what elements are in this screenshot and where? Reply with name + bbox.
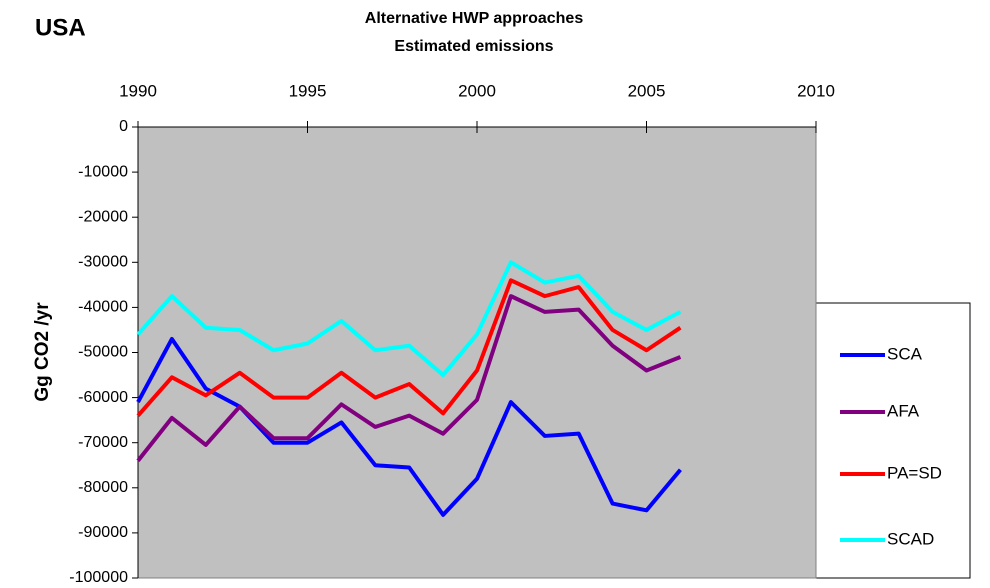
series-line xyxy=(136,278,682,417)
legend: SCA AFA PA=SD SCAD xyxy=(814,302,971,579)
y-tick-label: -80000 xyxy=(78,479,128,496)
y-tick-label: 0 xyxy=(119,118,128,135)
x-tick-label: 2005 xyxy=(628,81,666,100)
legend-label: PA=SD xyxy=(887,463,942,482)
plot-background xyxy=(137,126,817,579)
chart-title: Alternative HWP approaches xyxy=(365,10,584,27)
y-tick-label: -30000 xyxy=(78,254,128,271)
series-line xyxy=(136,260,682,378)
country-label: USA xyxy=(35,14,86,41)
x-tick-label: 1990 xyxy=(119,81,157,100)
y-tick-label: -70000 xyxy=(78,434,128,451)
y-tick-label: -90000 xyxy=(78,524,128,541)
legend-label: SCAD xyxy=(887,529,934,548)
y-tick-label: -10000 xyxy=(78,163,128,180)
y-tick-label: -100000 xyxy=(69,569,128,586)
y-tick-label: -50000 xyxy=(78,344,128,361)
x-tick-label: 2010 xyxy=(797,81,835,100)
series-line xyxy=(136,294,682,462)
chart-subtitle: Estimated emissions xyxy=(394,38,553,55)
legend-label: SCA xyxy=(887,344,923,363)
y-tick-label: -60000 xyxy=(78,389,128,406)
legend-label: AFA xyxy=(887,401,920,420)
y-axis-label: Gg CO2 /yr xyxy=(32,302,53,402)
y-tick-label: -40000 xyxy=(78,299,128,316)
legend-box xyxy=(814,302,971,579)
x-tick-label: 1995 xyxy=(289,81,327,100)
series-line xyxy=(136,336,682,517)
x-tick-label: 2000 xyxy=(458,81,496,100)
y-tick-label: -20000 xyxy=(78,208,128,225)
